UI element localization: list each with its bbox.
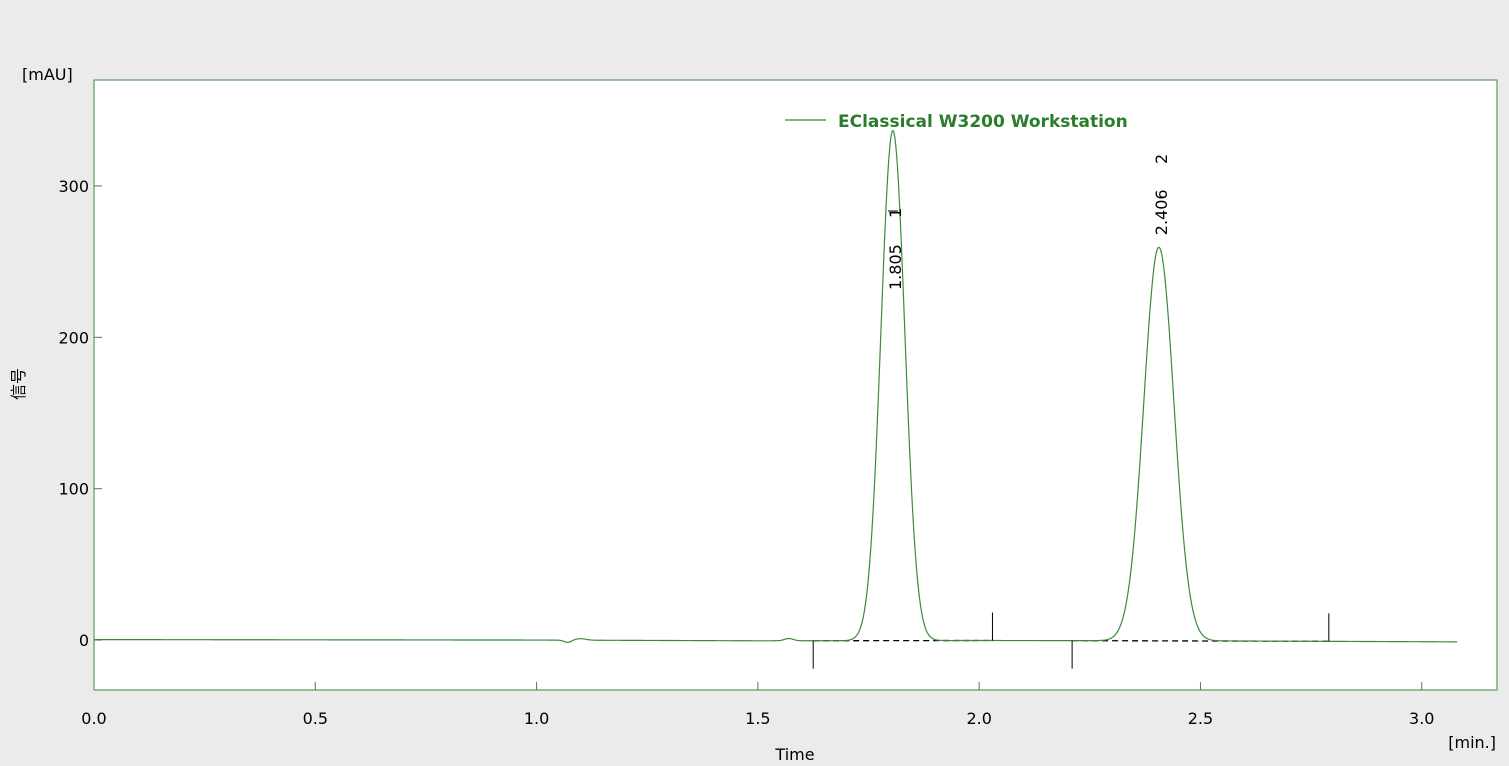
peak-retention-time-label: 2.406: [1152, 189, 1171, 235]
x-tick-label: 0.0: [81, 709, 106, 728]
y-axis-label: 信号: [9, 368, 28, 400]
legend-label: EClassical W3200 Workstation: [838, 112, 1128, 132]
x-tick-label: 3.0: [1409, 709, 1434, 728]
plot-area: [94, 80, 1497, 690]
peak-retention-time-label: 1.805: [886, 244, 905, 290]
y-unit-label: [mAU]: [22, 65, 73, 84]
y-tick-label: 300: [58, 177, 89, 196]
y-tick-label: 0: [79, 631, 89, 650]
x-unit-label: [min.]: [1448, 733, 1496, 752]
peak-number-label: 1: [886, 208, 905, 218]
x-axis-label: Time: [774, 745, 814, 762]
x-tick-label: 2.0: [966, 709, 991, 728]
x-tick-label: 1.0: [524, 709, 549, 728]
x-tick-label: 2.5: [1188, 709, 1213, 728]
y-tick-label: 200: [58, 328, 89, 347]
x-tick-label: 1.5: [745, 709, 770, 728]
x-tick-label: 0.5: [303, 709, 328, 728]
y-tick-label: 100: [58, 480, 89, 499]
peak-number-label: 2: [1152, 154, 1171, 164]
